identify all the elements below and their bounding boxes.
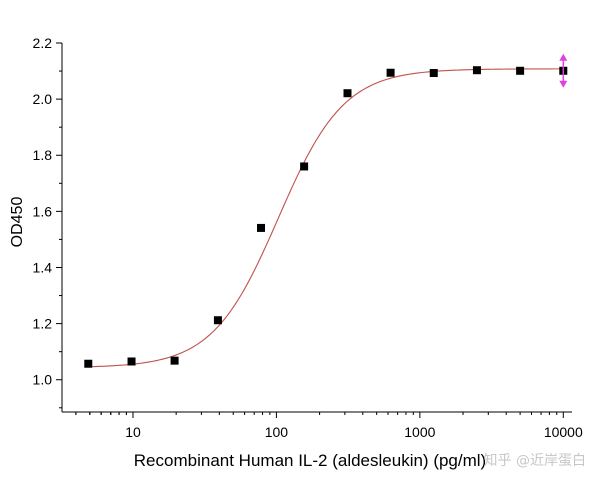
x-tick-label: 10 — [125, 424, 141, 440]
y-tick-label: 2.0 — [33, 91, 53, 107]
fit-curve-layer — [88, 68, 564, 368]
y-tick-label: 1.4 — [33, 259, 53, 275]
y-tick-label: 1.6 — [33, 203, 53, 219]
data-point — [170, 356, 179, 365]
data-point — [300, 162, 309, 171]
y-axis-label: OD450 — [9, 197, 26, 248]
y-tick-label: 1.0 — [33, 372, 53, 388]
y-tick-label: 1.8 — [33, 147, 53, 163]
marker-arrow-up — [559, 53, 568, 61]
selection-marker-layer — [559, 53, 568, 88]
data-point — [84, 359, 93, 368]
y-tick-label: 2.2 — [33, 35, 53, 51]
data-point — [386, 68, 395, 77]
data-point — [516, 66, 525, 75]
x-tick-label: 100 — [265, 424, 289, 440]
data-point — [472, 66, 481, 75]
x-tick-label: 10000 — [544, 424, 583, 440]
data-points — [84, 66, 568, 368]
data-point — [213, 316, 222, 325]
x-tick-label: 1000 — [404, 424, 435, 440]
x-axis-label: Recombinant Human IL-2 (aldesleukin) (pg… — [134, 451, 486, 470]
axes: 1.0 1.2 1.4 1.6 1.8 2.0 2.2 10 100 1000 10000 — [33, 35, 583, 440]
watermark: 知乎 @近岸蛋白 — [483, 453, 586, 469]
data-point — [429, 69, 438, 78]
data-point — [257, 223, 266, 232]
data-point — [343, 89, 352, 98]
marker-arrow-down — [559, 80, 568, 88]
y-tick-label: 1.2 — [33, 316, 53, 332]
data-point — [127, 357, 136, 366]
fit-curve — [88, 68, 564, 368]
